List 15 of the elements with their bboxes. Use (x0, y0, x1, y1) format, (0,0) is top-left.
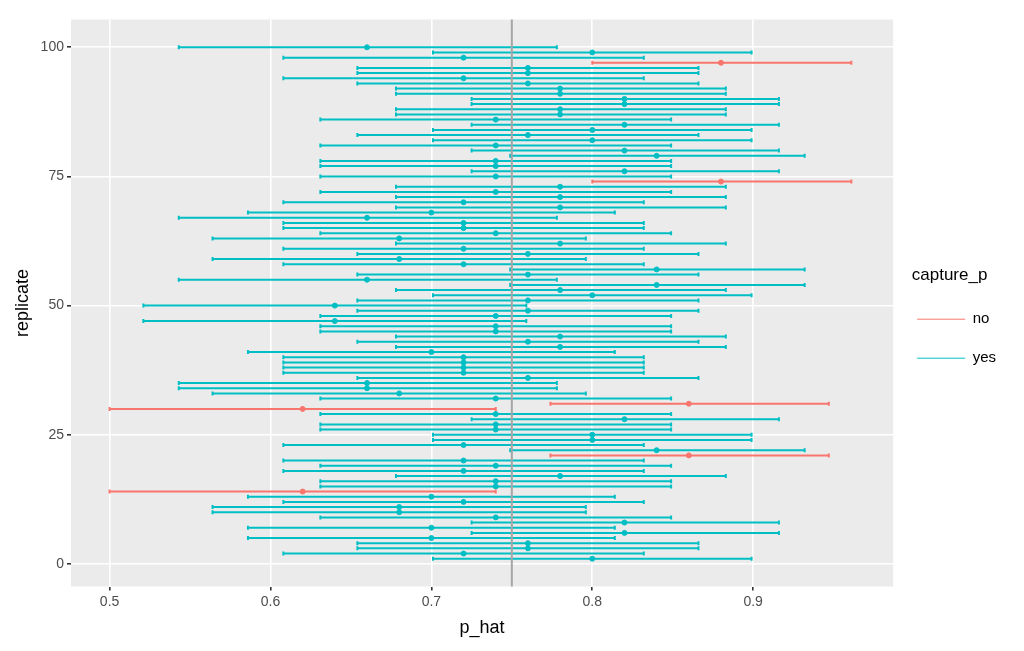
y-tick-label: 100 (40, 38, 65, 55)
x-tick-label: 0.7 (421, 592, 442, 609)
x-tick-label: 0.5 (99, 592, 120, 609)
y-tick-label: 0 (56, 554, 65, 571)
legend-label: no (972, 309, 990, 327)
x-tick-label: 0.8 (582, 592, 603, 609)
legend-label: yes (972, 348, 996, 366)
y-axis-title: replicate (11, 268, 32, 338)
x-tick-label: 0.9 (743, 592, 764, 609)
legend-title: capture_p (911, 265, 988, 285)
x-axis-title: p_hat (459, 617, 505, 639)
y-tick-label: 25 (48, 425, 65, 442)
y-tick-label: 75 (48, 167, 65, 184)
x-tick-label: 0.6 (260, 592, 281, 609)
y-tick-label: 50 (48, 296, 65, 313)
